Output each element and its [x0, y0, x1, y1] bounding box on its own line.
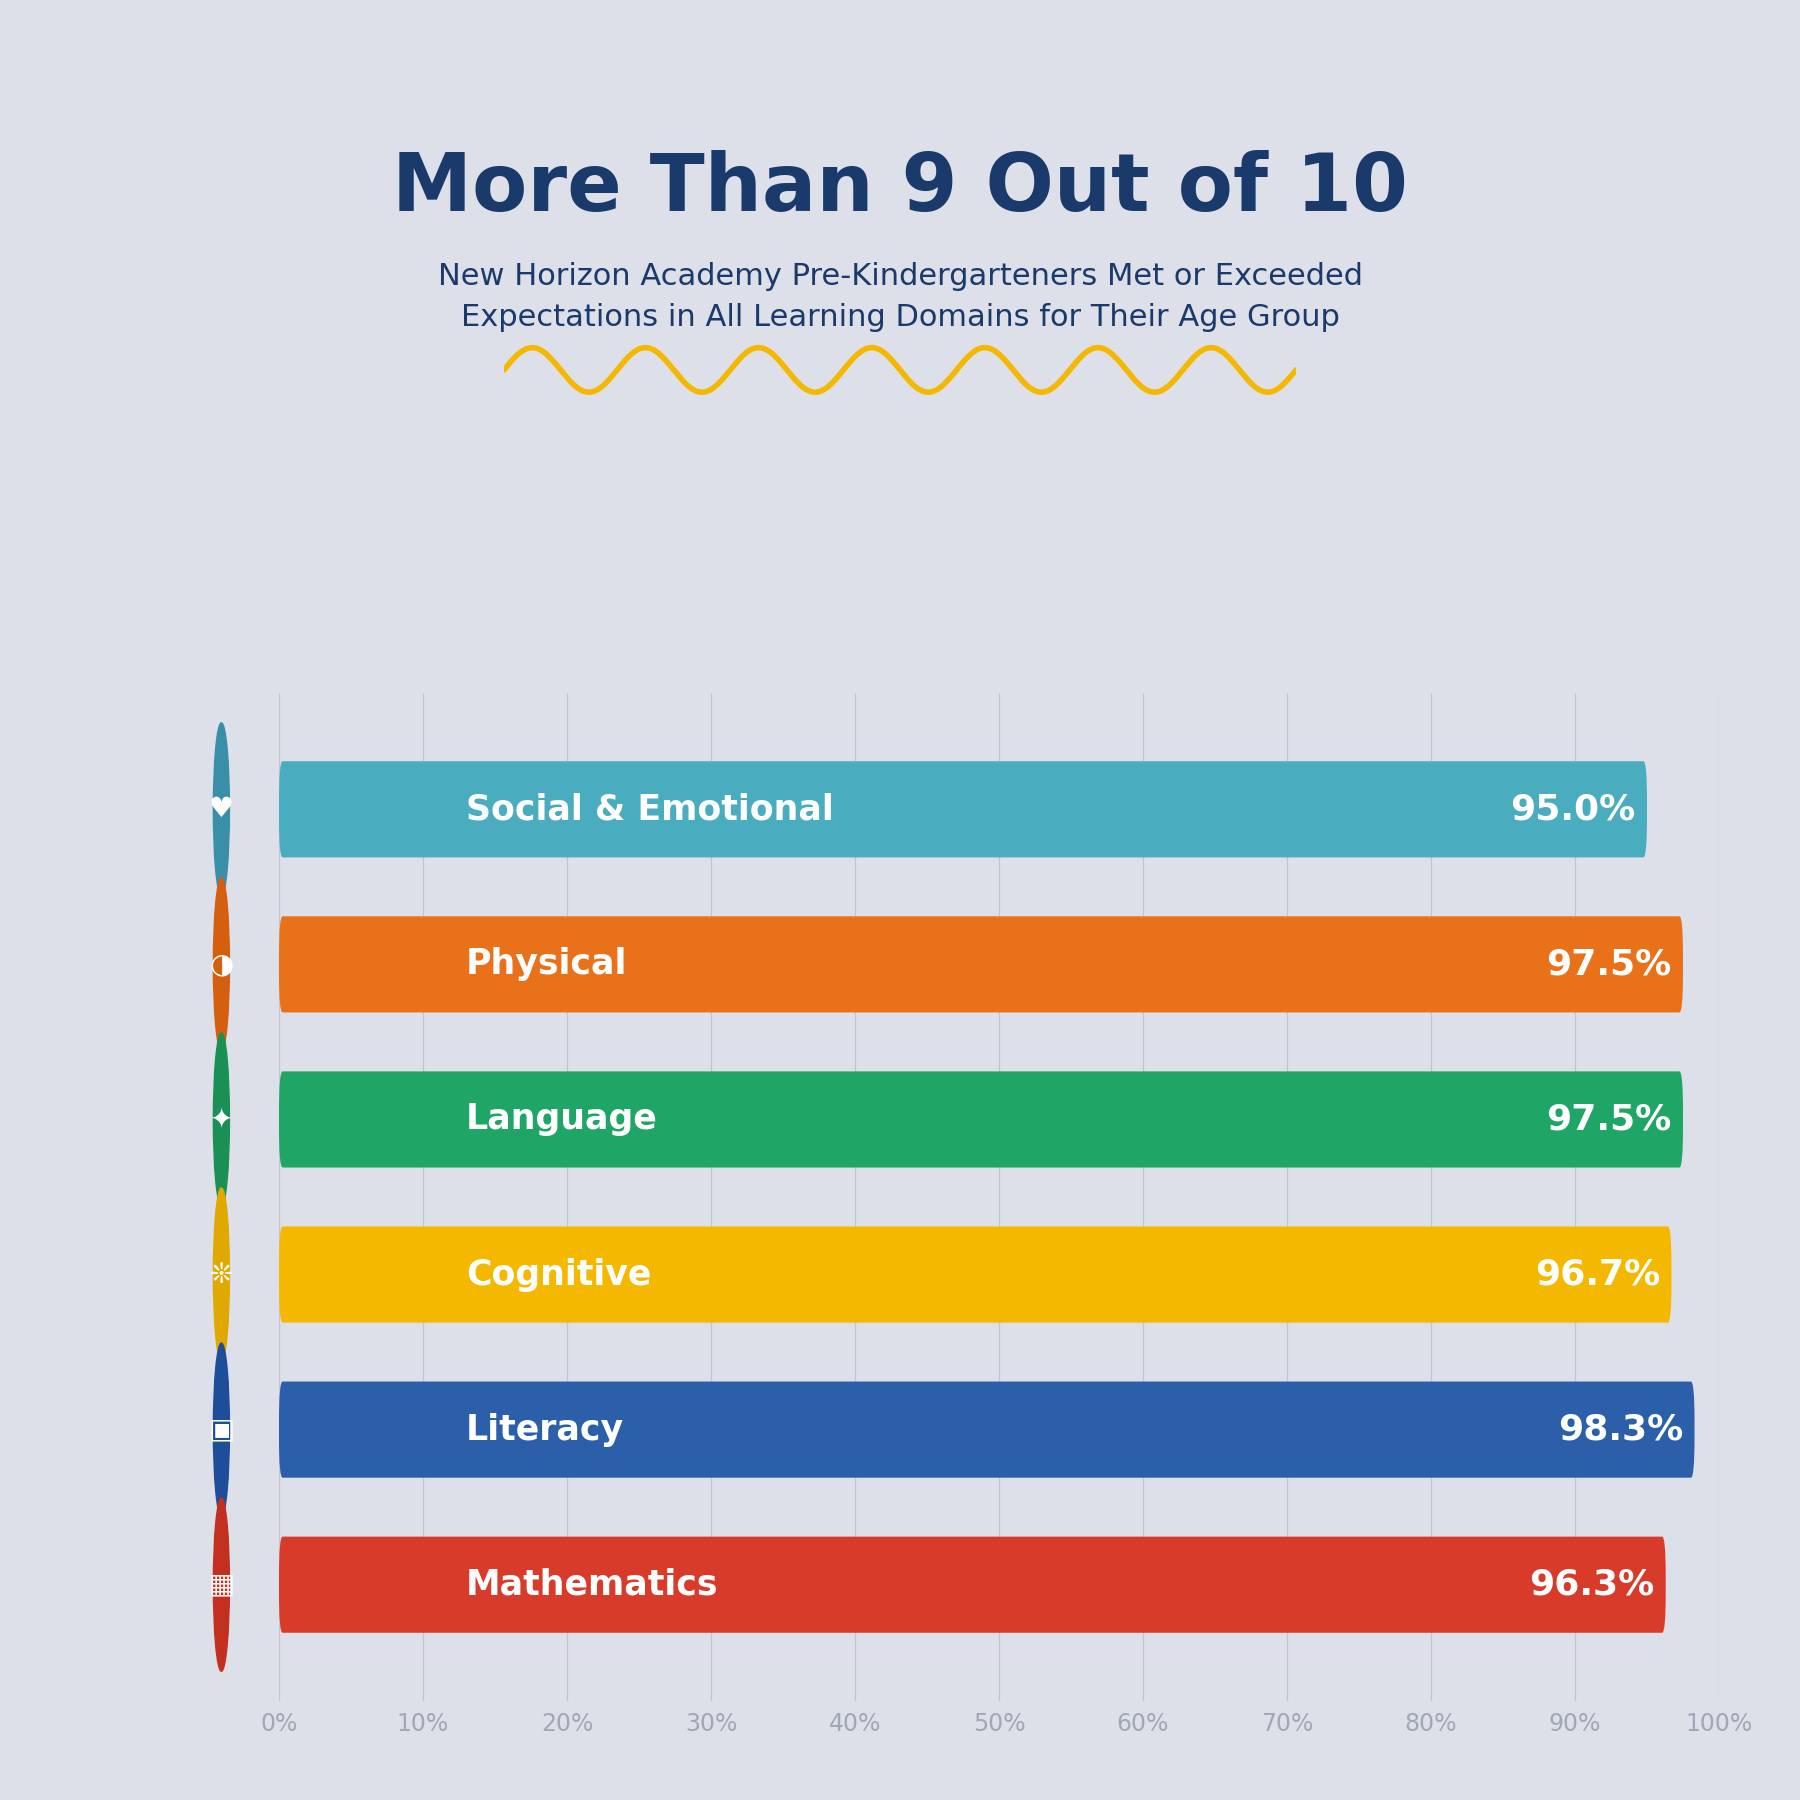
Circle shape: [214, 1188, 229, 1361]
Text: 96.7%: 96.7%: [1535, 1258, 1660, 1292]
Text: 97.5%: 97.5%: [1546, 1102, 1672, 1136]
Text: 98.3%: 98.3%: [1557, 1413, 1683, 1447]
Text: Language: Language: [466, 1102, 659, 1136]
Text: ▣: ▣: [209, 1415, 234, 1444]
Text: ▦: ▦: [209, 1571, 234, 1598]
Text: ◑: ◑: [209, 950, 234, 979]
Text: ❊: ❊: [211, 1260, 232, 1289]
Text: Cognitive: Cognitive: [466, 1258, 652, 1292]
Circle shape: [214, 1033, 229, 1206]
FancyBboxPatch shape: [279, 761, 1647, 857]
Text: Physical: Physical: [466, 947, 628, 981]
Circle shape: [214, 1343, 229, 1516]
Text: Mathematics: Mathematics: [466, 1568, 718, 1602]
Text: 97.5%: 97.5%: [1546, 947, 1672, 981]
Text: ✦: ✦: [211, 1105, 232, 1134]
FancyBboxPatch shape: [279, 1226, 1672, 1323]
Circle shape: [214, 878, 229, 1051]
Text: Literacy: Literacy: [466, 1413, 625, 1447]
FancyBboxPatch shape: [279, 1382, 1694, 1478]
FancyBboxPatch shape: [279, 1537, 1665, 1633]
Text: ♥: ♥: [209, 796, 234, 823]
Text: New Horizon Academy Pre-Kindergarteners Met or Exceeded
Expectations in All Lear: New Horizon Academy Pre-Kindergarteners …: [437, 263, 1363, 331]
Circle shape: [214, 724, 229, 896]
Text: 96.3%: 96.3%: [1528, 1568, 1654, 1602]
Text: More Than 9 Out of 10: More Than 9 Out of 10: [392, 149, 1408, 229]
Text: 95.0%: 95.0%: [1510, 792, 1636, 826]
FancyBboxPatch shape: [279, 1071, 1683, 1168]
Text: Social & Emotional: Social & Emotional: [466, 792, 833, 826]
Circle shape: [214, 1498, 229, 1670]
FancyBboxPatch shape: [279, 916, 1683, 1012]
